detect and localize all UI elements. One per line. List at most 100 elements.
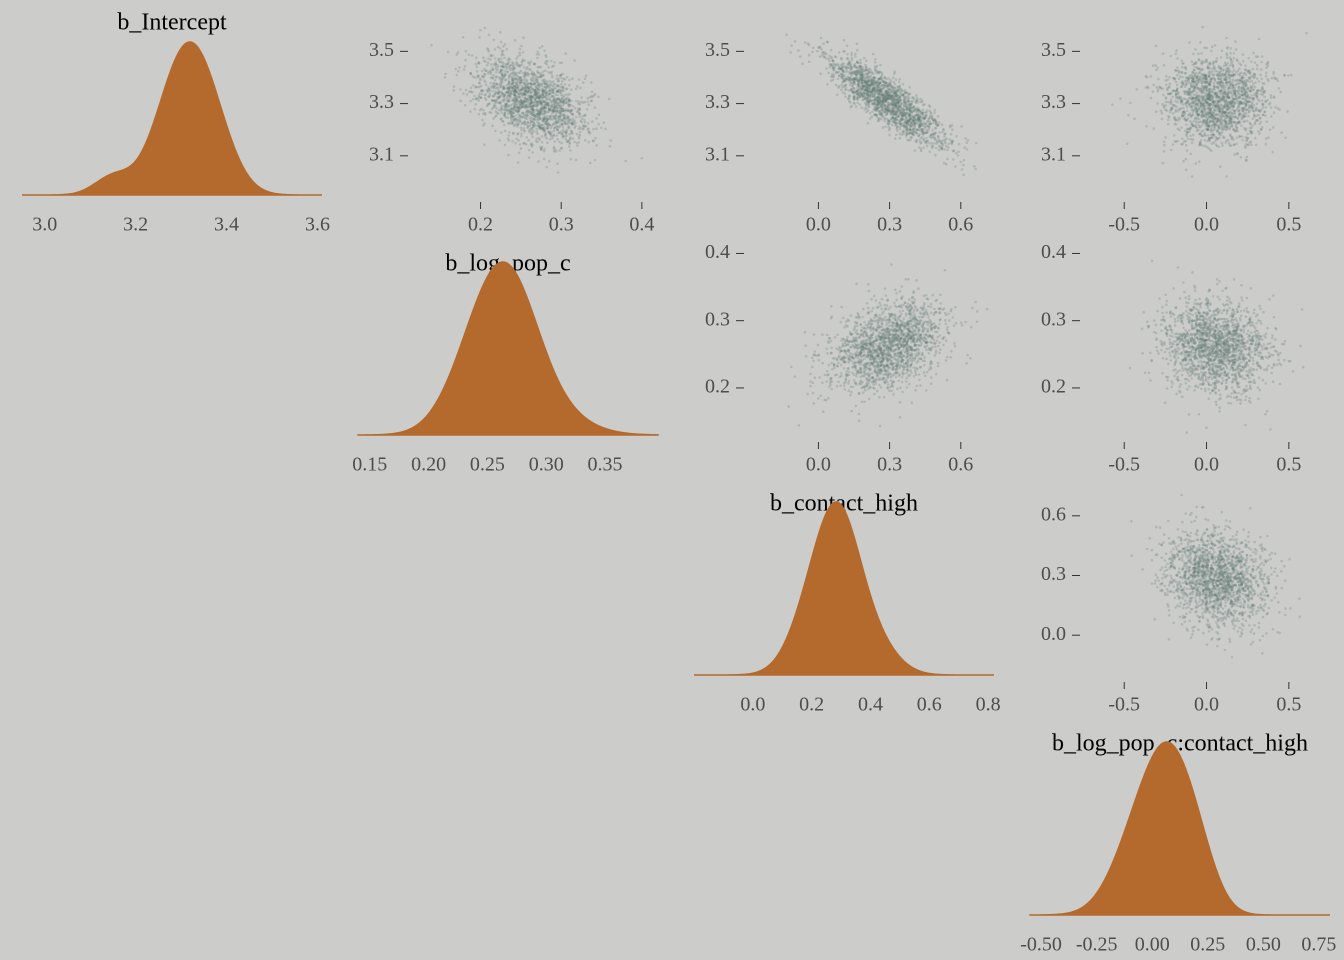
scatter-point bbox=[571, 121, 574, 125]
scatter-point bbox=[580, 117, 584, 120]
scatter-point bbox=[540, 135, 544, 138]
scatter-point bbox=[452, 89, 456, 92]
scatter-point bbox=[1228, 64, 1232, 67]
scatter-point bbox=[1229, 47, 1233, 50]
scatter-point bbox=[957, 142, 961, 146]
scatter-point bbox=[1234, 40, 1237, 43]
scatter-point bbox=[511, 80, 514, 84]
scatter-point bbox=[521, 51, 525, 54]
scatter-point bbox=[443, 75, 447, 79]
scatter-point bbox=[527, 86, 531, 90]
scatter-point bbox=[1283, 74, 1286, 77]
scatter-point bbox=[549, 126, 553, 130]
scatter-point bbox=[501, 98, 505, 101]
scatter-point bbox=[556, 162, 559, 165]
scatter-point bbox=[511, 77, 514, 80]
scatter-point bbox=[857, 88, 861, 92]
scatter-point bbox=[499, 131, 503, 134]
scatter-point bbox=[1218, 83, 1222, 86]
scatter-point bbox=[500, 106, 503, 110]
scatter-point bbox=[520, 94, 524, 98]
scatter-point bbox=[948, 125, 952, 129]
scatter-point bbox=[851, 66, 854, 69]
scatter-point bbox=[588, 132, 592, 135]
scatter-point bbox=[1194, 93, 1197, 97]
scatter-point bbox=[490, 99, 494, 102]
scatter-point bbox=[933, 137, 937, 140]
scatter-point bbox=[485, 90, 489, 93]
x-tick-label: 0.25 bbox=[1190, 934, 1225, 956]
scatter-point bbox=[559, 83, 563, 86]
scatter-point bbox=[873, 76, 877, 79]
scatter-point bbox=[527, 82, 531, 85]
scatter-point bbox=[1247, 56, 1250, 60]
scatter-point bbox=[1161, 102, 1164, 106]
scatter-point bbox=[1188, 41, 1191, 44]
scatter-point bbox=[473, 107, 477, 111]
scatter-point bbox=[514, 141, 517, 145]
scatter-point bbox=[532, 117, 535, 121]
scatter-point bbox=[545, 84, 549, 87]
scatter-point bbox=[555, 126, 559, 129]
scatter-point bbox=[908, 86, 911, 89]
scatter-point bbox=[1197, 52, 1200, 56]
scatter-point bbox=[1264, 99, 1267, 103]
scatter-point bbox=[522, 99, 526, 103]
scatter-point bbox=[854, 55, 857, 58]
scatter-point bbox=[556, 138, 559, 141]
scatter-point bbox=[595, 144, 598, 147]
scatter-point bbox=[511, 81, 515, 85]
scatter-point bbox=[1174, 52, 1177, 55]
scatter-point bbox=[578, 115, 581, 118]
scatter-point bbox=[527, 156, 531, 159]
scatter-point bbox=[1171, 112, 1175, 115]
scatter-point bbox=[959, 160, 962, 164]
scatter-point bbox=[955, 135, 958, 138]
scatter-point bbox=[545, 115, 549, 118]
scatter-point bbox=[1245, 158, 1248, 162]
x-tick-label: 0.6 bbox=[917, 694, 942, 716]
scatter-point bbox=[568, 139, 571, 142]
scatter-point bbox=[510, 106, 514, 110]
scatter-point bbox=[554, 106, 557, 110]
x-tick-label: 0.15 bbox=[352, 454, 387, 476]
scatter-point bbox=[933, 108, 937, 112]
scatter-point bbox=[511, 79, 514, 82]
scatter-point bbox=[471, 75, 475, 78]
scatter-point bbox=[870, 89, 873, 92]
scatter-point bbox=[544, 91, 547, 95]
scatter-point bbox=[524, 104, 527, 108]
scatter-point bbox=[524, 116, 527, 120]
scatter-point bbox=[507, 87, 510, 90]
scatter-point bbox=[823, 51, 827, 55]
scatter-point bbox=[492, 84, 495, 88]
scatter-point bbox=[510, 114, 513, 118]
scatter-point bbox=[1200, 52, 1203, 55]
scatter-point bbox=[480, 92, 484, 96]
scatter-point bbox=[575, 110, 579, 113]
scatter-point bbox=[512, 118, 515, 121]
scatter-point bbox=[529, 60, 533, 63]
scatter-point bbox=[455, 53, 459, 56]
x-tick-label: 0.00 bbox=[1135, 934, 1170, 956]
scatter-point bbox=[1234, 83, 1238, 87]
scatter-point bbox=[515, 86, 519, 90]
scatter-point bbox=[560, 141, 563, 145]
scatter-point bbox=[847, 63, 850, 66]
scatter-point bbox=[933, 142, 936, 145]
scatter-point bbox=[1182, 159, 1185, 163]
scatter-point bbox=[1241, 74, 1245, 78]
scatter-point bbox=[909, 114, 913, 117]
x-tick-label: 0.50 bbox=[1246, 934, 1281, 956]
scatter-point bbox=[1199, 120, 1202, 124]
scatter-point bbox=[494, 101, 497, 105]
scatter-point bbox=[897, 86, 900, 89]
scatter-point bbox=[526, 81, 529, 85]
scatter-point bbox=[1197, 58, 1200, 62]
scatter-point bbox=[553, 117, 556, 121]
scatter-point bbox=[1259, 92, 1263, 96]
scatter-point bbox=[525, 92, 528, 96]
scatter-point bbox=[497, 101, 501, 105]
scatter-point bbox=[926, 120, 929, 124]
